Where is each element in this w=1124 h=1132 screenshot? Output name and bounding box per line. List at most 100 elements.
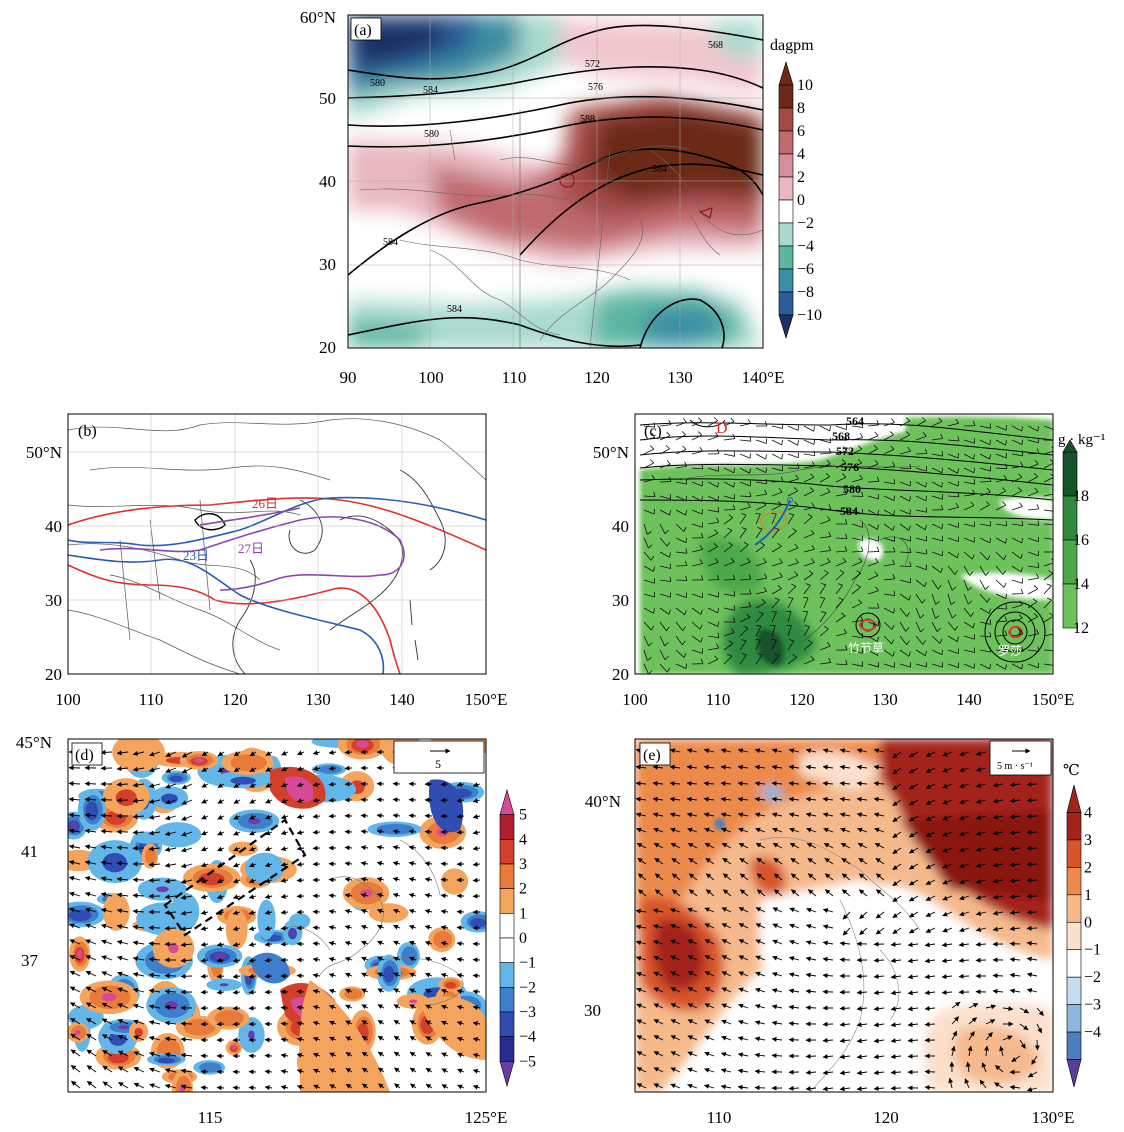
colorbar-label: 6 [797,123,805,140]
colorbar-label: 18 [1073,488,1089,505]
contour-label: 580 [843,482,861,496]
colorbar-label: 5 [519,807,527,824]
panel-d-ref-vector-label: 5 [435,757,441,771]
colorbar-label: 14 [1073,576,1089,593]
panel-c-low-marker: D [716,420,728,437]
tick-label-lon: 130 [305,690,331,709]
tick-label-lon: 125°E [465,1108,508,1127]
colorbar-swatch [779,200,793,223]
tick-label-lon: 100 [418,368,444,387]
colorbar-label: 3 [1084,832,1092,849]
contour-label: 588 [580,114,595,125]
tick-label-lat: 40 [612,517,629,536]
panel-e-ref-vector-label: 5 m · s⁻¹ [997,761,1033,772]
contour-label: 572 [585,59,600,70]
colorbar-swatch [500,815,514,840]
colorbar-swatch [500,1037,514,1062]
colorbar-label: 4 [797,146,805,163]
colorbar-label: −5 [519,1053,536,1070]
colorbar-label: −3 [519,1004,536,1021]
contour-label: 584 [652,164,667,175]
colorbar-swatch [779,292,793,315]
panel-d-label: (d) [75,747,94,764]
colorbar-swatch [1067,922,1081,949]
colorbar-swatch [1067,1005,1081,1032]
colorbar-swatch [779,85,793,108]
panel-e-label: (e) [643,747,661,764]
contour-label: 572 [836,444,854,458]
colorbar-label: 0 [1084,914,1092,931]
tick-label-lon: 110 [706,690,731,709]
colorbar-label: 8 [797,100,805,117]
colorbar-label: 12 [1073,620,1089,637]
colorbar-swatch [779,177,793,200]
colorbar-swatch [1067,1060,1081,1087]
colorbar-label: 4 [519,831,527,848]
colorbar-swatch [1067,867,1081,894]
colorbar-swatch [779,131,793,154]
panel-c-typhoon-label-2: 罗莎 [998,644,1022,658]
colorbar-swatch [779,108,793,131]
colorbar-label: −4 [519,1029,536,1046]
tick-label-lon: 140 [956,690,982,709]
colorbar-label: 3 [519,856,527,873]
tick-label-lon: 120 [584,368,610,387]
colorbar-label: 16 [1073,532,1089,549]
panel-e-colorbar-unit: ℃ [1063,763,1080,779]
tick-label-lon: 120 [222,690,248,709]
tick-label-lat: 40 [45,517,62,536]
colorbar-swatch [500,864,514,889]
tick-label-lat: 30 [45,591,62,610]
contour-label: 568 [708,40,723,51]
tick-label-lat: 20 [45,665,62,684]
colorbar-swatch [1067,812,1081,839]
colorbar-swatch [500,1012,514,1037]
panel-b-line-label-27: 27日 [238,541,264,556]
colorbar-label: 0 [797,192,805,209]
colorbar-label: 4 [1084,804,1092,821]
colorbar-swatch [500,938,514,963]
tick-label-lon: 130°E [1032,1108,1075,1127]
tick-label-lon: 150°E [465,690,508,709]
colorbar-swatch [500,839,514,864]
colorbar-label: 2 [1084,859,1092,876]
colorbar-swatch [779,246,793,269]
colorbar-label: 2 [519,881,527,898]
colorbar-swatch [779,315,793,338]
tick-label-lat: 40°N [585,792,621,811]
colorbar-label: −2 [519,979,536,996]
colorbar-swatch [500,790,514,815]
panel-b-line-label-26: 26日 [252,496,278,511]
panel-c-label: (c) [644,423,662,440]
tick-label-lon: 140 [389,690,415,709]
tick-label-lat: 50°N [593,443,629,462]
tick-label-lat: 41 [21,842,38,861]
colorbar-swatch [779,223,793,246]
colorbar-label: 10 [797,77,813,94]
colorbar-label: 1 [1084,887,1092,904]
contour-label: 580 [424,129,439,140]
tick-label-lat: 20 [612,665,629,684]
colorbar-label: −8 [797,284,814,301]
tick-label-lon: 110 [707,1108,732,1127]
panel-c-typhoon-label-1: 竹节草 [848,641,884,655]
colorbar-label: −10 [797,307,822,324]
tick-label-lon: 115 [198,1108,223,1127]
panel-b-label: (b) [78,423,97,440]
contour-label: 576 [841,460,859,474]
colorbar-swatch [779,62,793,85]
colorbar-label: 1 [519,905,527,922]
contour-label: 564 [846,414,864,428]
colorbar-label: −2 [1084,969,1101,986]
contour-label: 576 [588,82,603,93]
colorbar-swatch [1067,950,1081,977]
tick-label-lon: 110 [502,368,527,387]
tick-label-lon: 130 [872,690,898,709]
tick-label-lat: 50°N [26,443,62,462]
colorbar-swatch [1067,840,1081,867]
tick-label-lon: 90 [340,368,357,387]
